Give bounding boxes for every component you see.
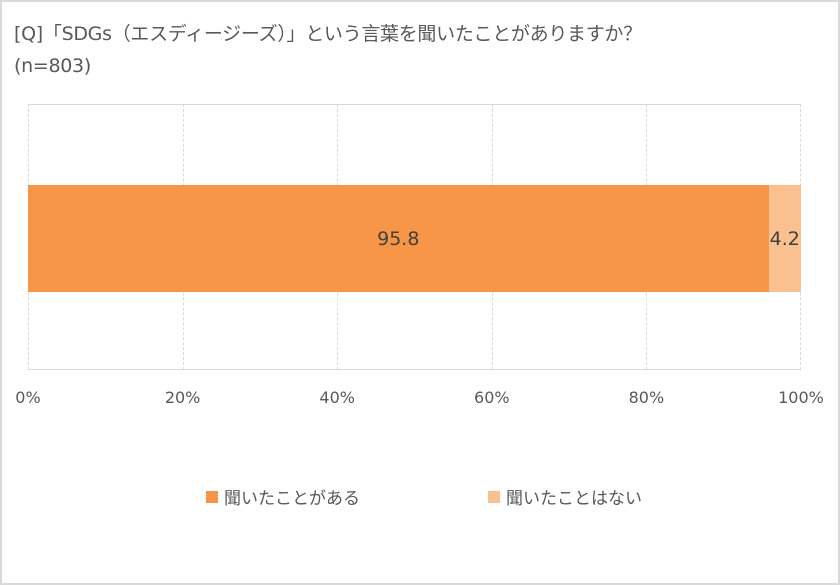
data-label: 95.8 bbox=[377, 227, 420, 250]
legend-swatch-not-heard-icon bbox=[488, 490, 500, 503]
legend-label-heard: 聞いたことがある bbox=[224, 489, 360, 509]
chart-title: [Q]「SDGs（エスディージーズ）」という言葉を聞いたことがありますか？ (n… bbox=[14, 18, 642, 82]
bar-segment bbox=[28, 185, 769, 292]
stacked-bar: 95.8 4.2 bbox=[28, 185, 801, 292]
x-tick-label: 100% bbox=[778, 388, 824, 407]
x-tick-label: 80% bbox=[628, 388, 665, 407]
legend-label-not-heard: 聞いたことはない bbox=[506, 489, 642, 509]
legend-swatch-heard-icon bbox=[206, 490, 218, 503]
plot-bottom-border bbox=[28, 369, 801, 370]
data-label: 4.2 bbox=[769, 227, 800, 250]
x-tick-label: 60% bbox=[474, 388, 510, 407]
chart-title-sample-size: (n=803) bbox=[14, 55, 91, 77]
x-tick-label: 40% bbox=[319, 388, 355, 407]
legend-item-heard: 聞いたことがある bbox=[206, 484, 360, 509]
plot-top-border bbox=[28, 104, 801, 105]
x-tick-label: 20% bbox=[164, 388, 201, 407]
plot-area: 95.8 4.2 bbox=[28, 104, 801, 370]
legend-item-not-heard: 聞いたことはない bbox=[488, 484, 642, 509]
bar-segment bbox=[768, 185, 801, 292]
legend: 聞いたことがある 聞いたことはない bbox=[0, 484, 840, 509]
x-tick-label: 0% bbox=[15, 388, 41, 407]
chart-title-question: [Q]「SDGs（エスディージーズ）」という言葉を聞いたことがありますか？ bbox=[14, 23, 642, 45]
